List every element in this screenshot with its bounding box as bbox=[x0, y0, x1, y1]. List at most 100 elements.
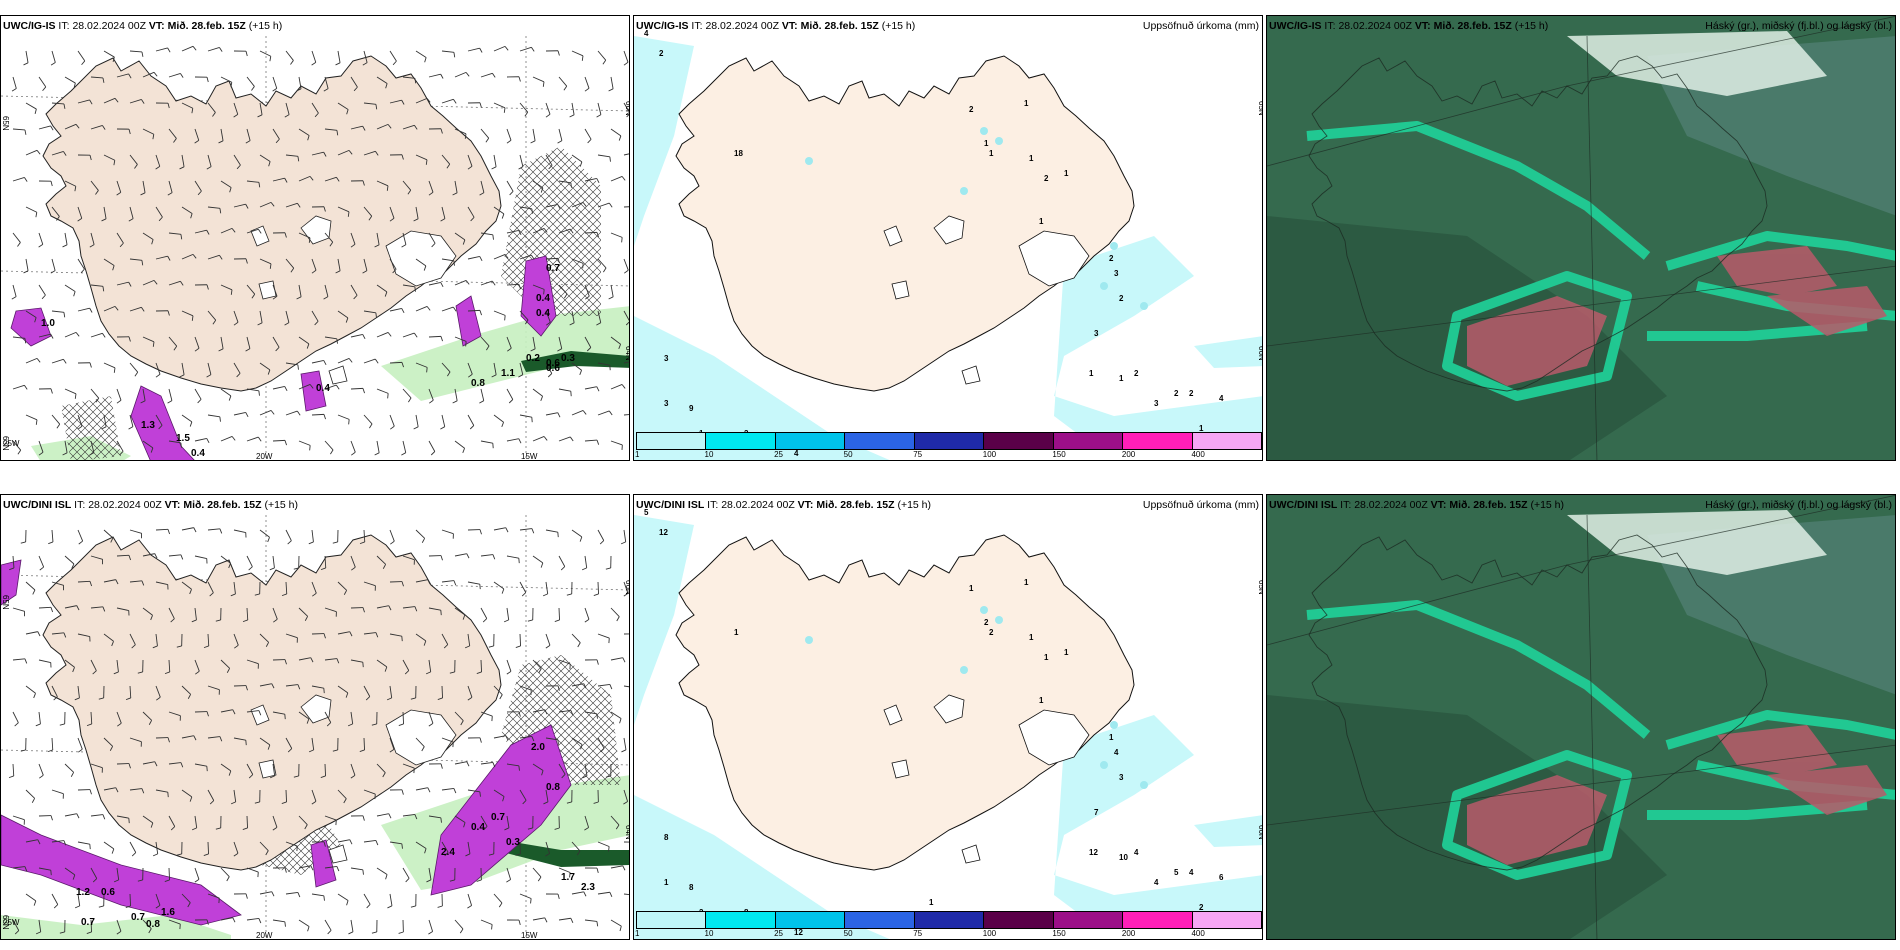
wind-barb-feather bbox=[206, 166, 212, 170]
valid-time-label: VT: bbox=[781, 20, 798, 32]
wind-barb bbox=[441, 414, 446, 427]
wind-barb-feather bbox=[152, 645, 158, 649]
wind-barb bbox=[428, 815, 441, 819]
wind-barb-feather bbox=[141, 580, 145, 586]
wind-barb-feather bbox=[424, 848, 427, 854]
wind-barb bbox=[246, 659, 259, 665]
wind-barb bbox=[116, 815, 129, 819]
wind-barb bbox=[90, 919, 93, 933]
wind-barb-feather bbox=[74, 186, 77, 192]
wind-barb-feather bbox=[599, 540, 605, 545]
wind-barb bbox=[389, 50, 397, 62]
wind-barb-feather bbox=[335, 384, 340, 390]
iceland-landmass bbox=[675, 534, 1135, 871]
magenta-area bbox=[300, 370, 327, 412]
cloud-hatch-area bbox=[61, 396, 121, 460]
wind-barb bbox=[623, 529, 627, 542]
wind-barb-feather bbox=[467, 905, 472, 909]
wind-barb-feather bbox=[554, 619, 560, 622]
wind-barb bbox=[181, 685, 191, 695]
wind-barb bbox=[389, 414, 395, 427]
wind-barb-feather bbox=[230, 801, 236, 805]
panel-right-title: Háský (gr.), miðský (fj.bl.) og lágský (… bbox=[1705, 20, 1892, 32]
high-cloud-area bbox=[1567, 31, 1827, 96]
precip-value-label: 5 bbox=[644, 508, 649, 517]
wind-barb bbox=[25, 149, 38, 156]
wind-barb-feather bbox=[440, 555, 443, 561]
wind-barb-feather bbox=[269, 775, 275, 779]
cloud-map-panel-igis: UWC/IG-IS IT: 28.02.2024 00Z VT: Mið. 28… bbox=[1266, 15, 1896, 461]
wind-barb bbox=[558, 709, 571, 713]
wind-barb-feather bbox=[440, 128, 443, 134]
wind-barb bbox=[220, 659, 230, 669]
wind-barb-feather bbox=[81, 60, 86, 66]
wind-barb bbox=[285, 684, 298, 687]
freezing-precip-areas bbox=[10, 255, 557, 460]
wind-barb-feather bbox=[428, 931, 433, 935]
wind-barb-feather bbox=[141, 99, 145, 104]
wind-barb-feather bbox=[80, 268, 85, 274]
wind-barb bbox=[610, 76, 614, 89]
wind-barb bbox=[571, 529, 583, 538]
wind-barb bbox=[272, 385, 285, 390]
wind-barb-feather bbox=[544, 709, 548, 715]
wind-barb-feather bbox=[228, 563, 231, 569]
wind-barb bbox=[220, 555, 231, 564]
wind-barb bbox=[103, 50, 115, 58]
wind-barb bbox=[428, 281, 441, 286]
wind-barb-feather bbox=[170, 618, 175, 623]
wind-barb bbox=[454, 232, 466, 241]
wind-barb bbox=[207, 154, 212, 167]
wind-barb bbox=[38, 440, 44, 453]
wind-barb-feather bbox=[63, 103, 66, 109]
glacier bbox=[328, 365, 348, 385]
wind-barb bbox=[545, 841, 551, 854]
wind-barb-feather bbox=[365, 696, 371, 701]
wind-barb-feather bbox=[59, 723, 65, 726]
wind-barb bbox=[441, 206, 446, 219]
wind-barb bbox=[584, 76, 590, 89]
wind-barb-feather bbox=[335, 62, 341, 66]
wind-barb-feather bbox=[401, 99, 405, 105]
wind-barb-feather bbox=[583, 891, 587, 897]
wind-barb bbox=[545, 412, 558, 416]
valid-time-value: Mið. 28.feb. 15Z bbox=[183, 499, 262, 511]
wind-barb bbox=[25, 258, 29, 271]
wind-barb bbox=[12, 555, 15, 568]
precip-value-label: 1 bbox=[1089, 369, 1094, 378]
magenta-area bbox=[1, 559, 22, 606]
wind-barb-feather bbox=[515, 853, 521, 856]
init-time-label: IT: bbox=[707, 499, 719, 511]
wind-barb-feather bbox=[518, 230, 522, 236]
wind-barb bbox=[129, 258, 142, 261]
wind-barb bbox=[181, 102, 193, 109]
wind-barb-feather bbox=[63, 632, 67, 638]
wind-barb-feather bbox=[413, 218, 419, 222]
wind-barb-feather bbox=[215, 619, 221, 622]
graticule-line bbox=[1267, 744, 1895, 826]
wind-barb bbox=[181, 206, 193, 214]
iceland-landmass bbox=[675, 55, 1135, 392]
wind-barb bbox=[545, 529, 558, 533]
graticule-line bbox=[1566, 495, 1895, 566]
wind-barb-feather bbox=[508, 399, 514, 404]
wind-barb bbox=[90, 814, 103, 817]
colorbar-tick-label: 400 bbox=[1191, 929, 1205, 938]
wind-barb-feather bbox=[359, 749, 365, 752]
wind-barb bbox=[415, 841, 427, 849]
wind-barb-feather bbox=[50, 62, 56, 66]
wind-barb-feather bbox=[621, 749, 627, 753]
wind-barb bbox=[77, 737, 83, 750]
wind-barb bbox=[116, 440, 124, 452]
wind-barb bbox=[259, 529, 270, 538]
wind-barb bbox=[64, 180, 76, 187]
precip-value-label: 2.4 bbox=[441, 847, 455, 858]
magenta-area bbox=[430, 724, 572, 896]
wind-barb bbox=[220, 284, 233, 291]
wind-barb-feather bbox=[86, 931, 92, 934]
wind-barb bbox=[116, 607, 129, 611]
wind-barb bbox=[571, 201, 584, 208]
wind-barb-feather bbox=[258, 182, 261, 188]
colorbar-tick-label: 10 bbox=[704, 450, 714, 459]
wind-barb bbox=[259, 841, 269, 851]
